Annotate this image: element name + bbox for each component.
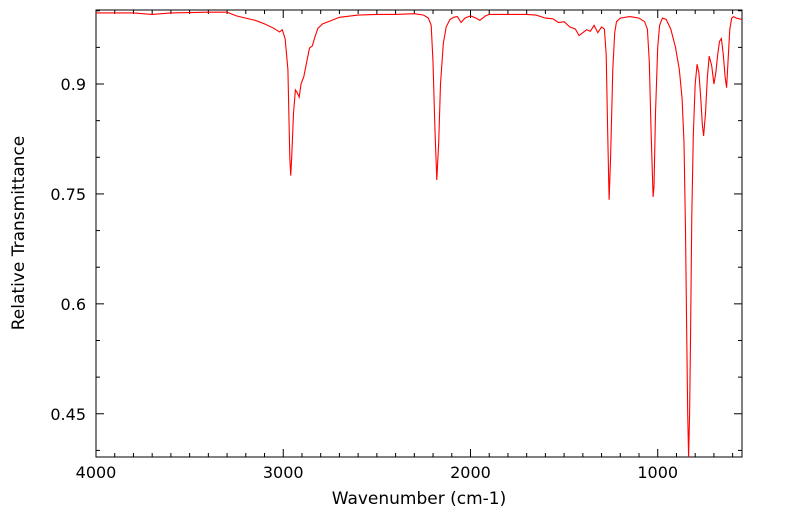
- y-tick-label: 0.9: [61, 75, 86, 94]
- x-axis-label: Wavenumber (cm-1): [332, 489, 507, 509]
- y-tick-label: 0.75: [50, 185, 86, 204]
- y-tick-label: 0.45: [50, 405, 86, 424]
- plot-frame: [95, 9, 743, 458]
- y-tick-label: 0.6: [61, 295, 86, 314]
- x-tick-labels: 4000 3000 2000 1000: [76, 463, 678, 482]
- x-tick-label: 2000: [450, 463, 491, 482]
- y-axis-label: Relative Transmittance: [9, 136, 29, 331]
- x-tick-label: 4000: [76, 463, 117, 482]
- y-tick-labels: 0.45 0.6 0.75 0.9: [50, 75, 86, 424]
- x-tick-label: 1000: [637, 463, 678, 482]
- ticks: [95, 10, 742, 457]
- spectrum-line: [96, 11, 743, 458]
- x-tick-label: 3000: [263, 463, 304, 482]
